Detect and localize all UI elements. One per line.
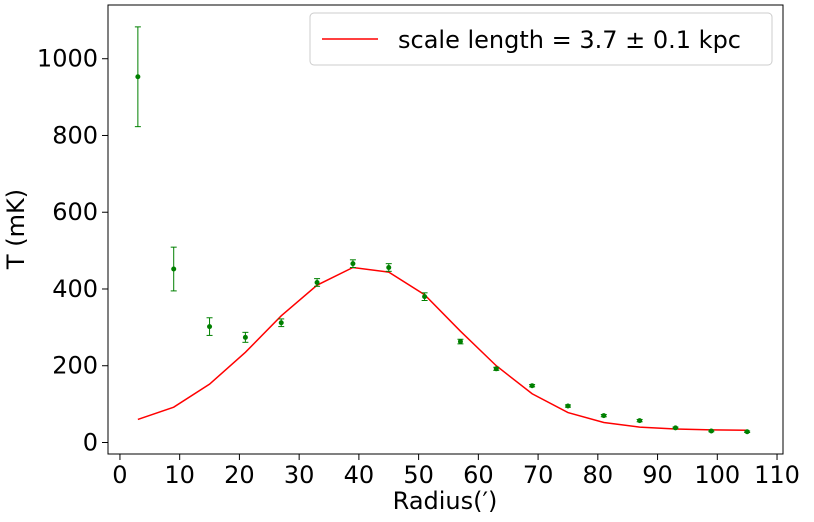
data-point	[457, 339, 463, 345]
data-point	[350, 261, 356, 267]
data-point	[601, 413, 607, 419]
data-point	[529, 383, 535, 389]
plot-frame	[107, 4, 784, 455]
x-tick-label: 0	[112, 461, 127, 489]
x-tick-label: 60	[463, 461, 494, 489]
data-point	[708, 428, 714, 434]
data-point	[565, 403, 571, 409]
y-tick-label: 400	[52, 275, 98, 303]
x-tick-label: 110	[754, 461, 800, 489]
data-point	[135, 74, 141, 80]
x-tick-label: 100	[694, 461, 740, 489]
x-tick-label: 30	[284, 461, 315, 489]
y-axis-ticks: 0 200 400 600 800 1000	[37, 45, 108, 456]
x-tick-label: 50	[403, 461, 434, 489]
x-tick-label: 20	[224, 461, 255, 489]
data-point	[493, 366, 499, 372]
data-point	[242, 334, 248, 340]
data-point	[278, 320, 284, 326]
legend-entry-label: scale length = 3.7 ± 0.1 kpc	[398, 26, 741, 54]
x-axis-ticks: 0 10 20 30 40 50 60 70 80 90 100 110	[112, 454, 800, 489]
data-point	[422, 294, 428, 300]
y-tick-label: 600	[52, 198, 98, 226]
y-tick-label: 1000	[37, 45, 98, 73]
x-tick-label: 10	[164, 461, 195, 489]
x-tick-label: 70	[523, 461, 554, 489]
data-point	[672, 425, 678, 431]
y-tick-label: 0	[83, 428, 98, 456]
data-point	[207, 324, 213, 330]
x-tick-label: 90	[642, 461, 673, 489]
x-axis-label: Radius(′)	[393, 487, 498, 515]
legend: scale length = 3.7 ± 0.1 kpc	[309, 12, 773, 66]
data-point	[637, 418, 643, 424]
y-tick-label: 800	[52, 121, 98, 149]
data-point	[744, 429, 750, 435]
y-axis-label: T (mK)	[2, 189, 30, 270]
legend-box	[309, 12, 773, 66]
x-tick-label: 80	[583, 461, 614, 489]
data-point	[171, 266, 177, 272]
data-point	[386, 264, 392, 270]
plot-area	[134, 26, 751, 435]
x-tick-label: 40	[344, 461, 375, 489]
series-line-model	[137, 266, 748, 431]
data-point	[314, 279, 320, 285]
y-tick-label: 200	[52, 352, 98, 380]
